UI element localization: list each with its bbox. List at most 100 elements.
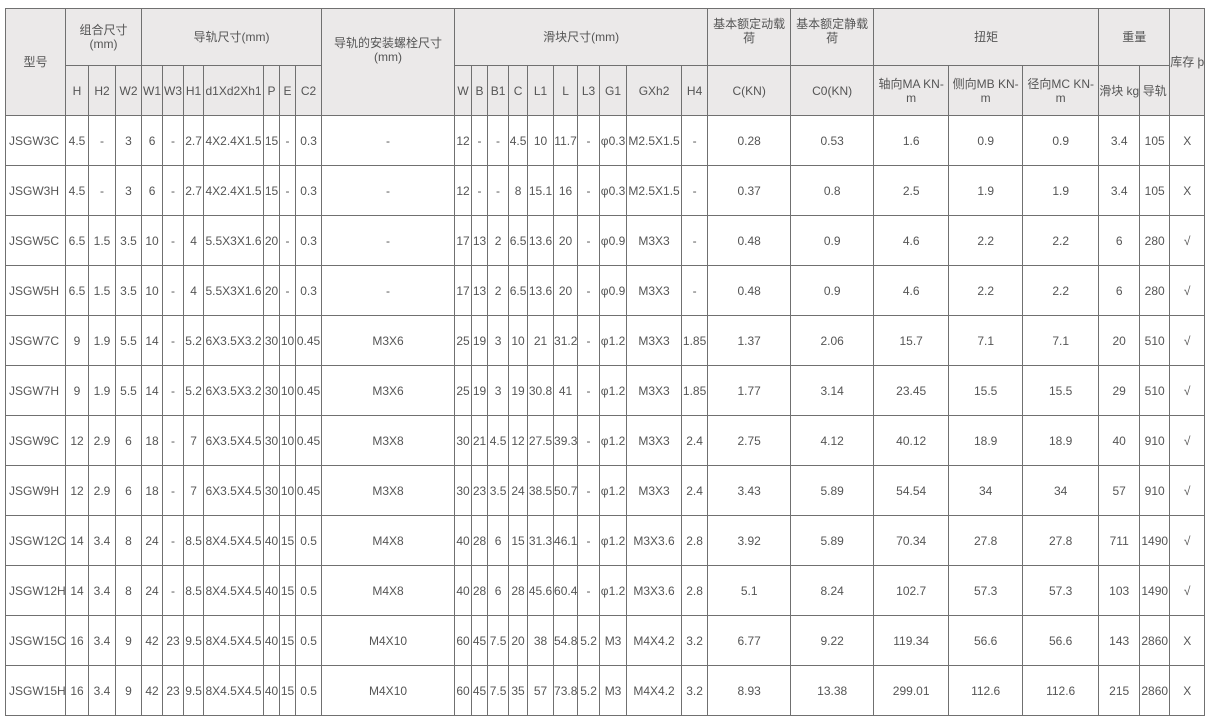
- table-cell: 40: [263, 615, 281, 666]
- table-cell: 3: [487, 315, 510, 366]
- table-cell: 2.9: [88, 465, 116, 516]
- table-cell: 143: [1098, 615, 1141, 666]
- model-cell: JSGW3H: [5, 165, 66, 216]
- table-cell: 18.9: [1022, 415, 1100, 466]
- column-header: H: [65, 65, 89, 116]
- header-dynamic-load: 基本额定动载荷: [707, 8, 792, 66]
- table-cell: 0.3: [295, 115, 323, 166]
- header-weight: 重量: [1098, 8, 1171, 66]
- table-cell: 6.5: [508, 215, 529, 266]
- table-cell: 20: [263, 265, 281, 316]
- table-cell: φ1.2: [599, 465, 628, 516]
- table-cell: 40: [263, 515, 281, 566]
- table-cell: 20: [263, 215, 281, 266]
- table-cell: 30: [263, 465, 281, 516]
- table-cell: 20: [553, 215, 579, 266]
- table-cell: 6.77: [707, 615, 792, 666]
- table-cell: 15: [279, 665, 297, 716]
- header-stock: 库存 þ: [1169, 8, 1206, 116]
- table-cell: 510: [1139, 315, 1171, 366]
- header-torque: 扭矩: [873, 8, 1100, 66]
- table-cell: 711: [1098, 515, 1141, 566]
- table-cell: 13: [471, 215, 489, 266]
- table-cell: 15: [508, 515, 529, 566]
- table-cell: -: [279, 165, 297, 216]
- table-cell: 23.45: [873, 365, 950, 416]
- table-row: JSGW7C 9 1.9 5.5 14-5.2 6X3.5X3.2 30 10 0.45 M3X6…: [5, 315, 1206, 366]
- table-cell: 57: [1098, 465, 1141, 516]
- table-cell: φ0.9: [599, 265, 628, 316]
- table-cell: 3.4: [88, 515, 116, 566]
- table-cell: 16: [65, 665, 89, 716]
- table-cell: 0.8: [790, 165, 875, 216]
- table-cell: 112.6: [948, 665, 1024, 716]
- table-cell: 2.06: [790, 315, 875, 366]
- table-cell: 5.2: [577, 665, 601, 716]
- table-cell: 8: [114, 515, 143, 566]
- table-cell: 60: [454, 615, 473, 666]
- header-block-dimensions: 滑块尺寸(mm): [454, 8, 709, 66]
- table-cell: 6: [1098, 265, 1141, 316]
- table-cell: φ1.2: [599, 415, 628, 466]
- column-header: d1Xd2Xh1: [203, 65, 265, 116]
- table-cell: 54.8: [553, 615, 579, 666]
- table-cell: 102.7: [873, 565, 950, 616]
- table-cell: -: [162, 465, 185, 516]
- table-cell: 5.2: [183, 315, 205, 366]
- table-cell: 7: [183, 415, 205, 466]
- table-cell: 10: [141, 215, 164, 266]
- table-cell: -: [471, 115, 489, 166]
- table-cell: 45: [471, 615, 489, 666]
- model-cell: JSGW5C: [5, 215, 66, 266]
- table-cell: 6.5: [508, 265, 529, 316]
- table-cell: 1.9: [88, 315, 116, 366]
- table-cell: 14: [65, 515, 89, 566]
- table-cell: 20: [508, 615, 529, 666]
- table-cell: 13: [471, 265, 489, 316]
- table-body: JSGW3C 4.5-3 6-2.7 4X2.4X1.5 15-0.3-12- -4.5 1…: [5, 115, 1206, 716]
- table-cell: 0.9: [790, 215, 875, 266]
- table-cell: 2.4: [681, 415, 709, 466]
- table-cell: 8: [114, 565, 143, 616]
- table-cell: M3X3: [626, 315, 683, 366]
- table-cell: 14: [65, 565, 89, 616]
- column-header: C: [508, 65, 529, 116]
- table-cell: 119.34: [873, 615, 950, 666]
- table-cell: 3: [114, 115, 143, 166]
- table-cell: 5.5: [114, 365, 143, 416]
- column-header: H4: [681, 65, 709, 116]
- table-cell: 4.6: [873, 215, 950, 266]
- table-cell: M3X3: [626, 415, 683, 466]
- table-cell: 10: [508, 315, 529, 366]
- table-cell: 60.4: [553, 565, 579, 616]
- table-cell: 1.5: [88, 215, 116, 266]
- table-cell: 21: [527, 315, 555, 366]
- table-cell: -: [681, 265, 709, 316]
- table-cell: M4X4.2: [626, 665, 683, 716]
- table-cell: 54.54: [873, 465, 950, 516]
- table-cell: -: [577, 215, 601, 266]
- table-cell: -: [681, 115, 709, 166]
- table-cell: 5.2: [577, 615, 601, 666]
- table-cell: 18: [141, 415, 164, 466]
- table-cell: 12: [454, 115, 473, 166]
- table-cell: 2.9: [88, 415, 116, 466]
- column-header: H1: [183, 65, 205, 116]
- table-cell: 8X4.5X4.5: [203, 565, 265, 616]
- table-cell: 1.6: [873, 115, 950, 166]
- table-cell: 2860: [1139, 665, 1171, 716]
- table-cell: 40: [454, 565, 473, 616]
- model-cell: JSGW9C: [5, 415, 66, 466]
- table-cell: 3.5: [114, 215, 143, 266]
- table-cell: -: [321, 165, 456, 216]
- table-cell: 30: [263, 415, 281, 466]
- table-cell: 6: [114, 415, 143, 466]
- table-cell: 10: [279, 315, 297, 366]
- table-row: JSGW5H 6.5 1.5 3.5 10-4 5.5X3X1.6 20-0.3-17 13 2…: [5, 265, 1206, 316]
- table-row: JSGW9H 12 2.9 6 18-7 6X3.5X4.5 30 10 0.45 M3X8 30 2…: [5, 465, 1206, 516]
- table-cell: 1.9: [1022, 165, 1100, 216]
- table-cell: 4.5: [65, 115, 89, 166]
- table-cell: √: [1169, 315, 1206, 366]
- table-cell: 18.9: [948, 415, 1024, 466]
- table-cell: 2.2: [1022, 215, 1100, 266]
